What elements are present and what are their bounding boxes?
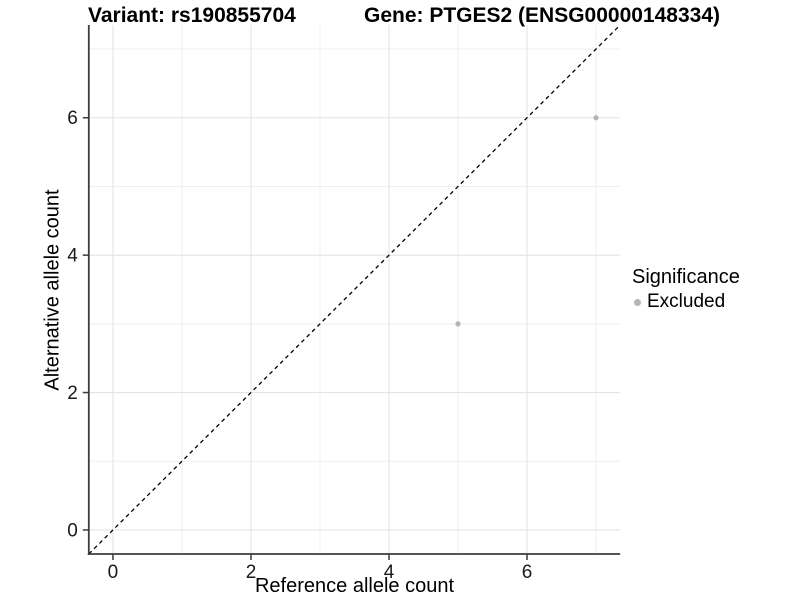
x-tick-label: 6 — [522, 562, 533, 583]
legend: Significance Excluded — [632, 266, 740, 313]
data-point — [593, 115, 599, 121]
legend-point-icon — [634, 298, 641, 306]
y-tick-label: 2 — [67, 383, 78, 404]
y-axis-title: Alternative allele count — [41, 189, 64, 391]
x-tick-label: 2 — [246, 562, 257, 583]
legend-title: Significance — [632, 266, 740, 288]
gene-title: Gene: PTGES2 (ENSG00000148334) — [363, 4, 720, 27]
x-tick-label: 4 — [384, 562, 395, 583]
plot-title-row: Variant: rs190855704 Gene: PTGES2 (ENSG0… — [88, 4, 720, 28]
y-tick-label: 0 — [67, 520, 78, 541]
y-tick-label: 4 — [67, 246, 78, 267]
legend-entry-label: Excluded — [647, 291, 726, 312]
data-point — [455, 321, 461, 327]
y-tick-label: 6 — [67, 108, 78, 129]
x-axis-title: Reference allele count — [254, 575, 454, 597]
x-tick-label: 0 — [108, 562, 119, 583]
variant-title: Variant: rs190855704 — [88, 4, 296, 27]
identity-line — [88, 24, 621, 555]
legend-entry: Excluded — [634, 291, 740, 313]
